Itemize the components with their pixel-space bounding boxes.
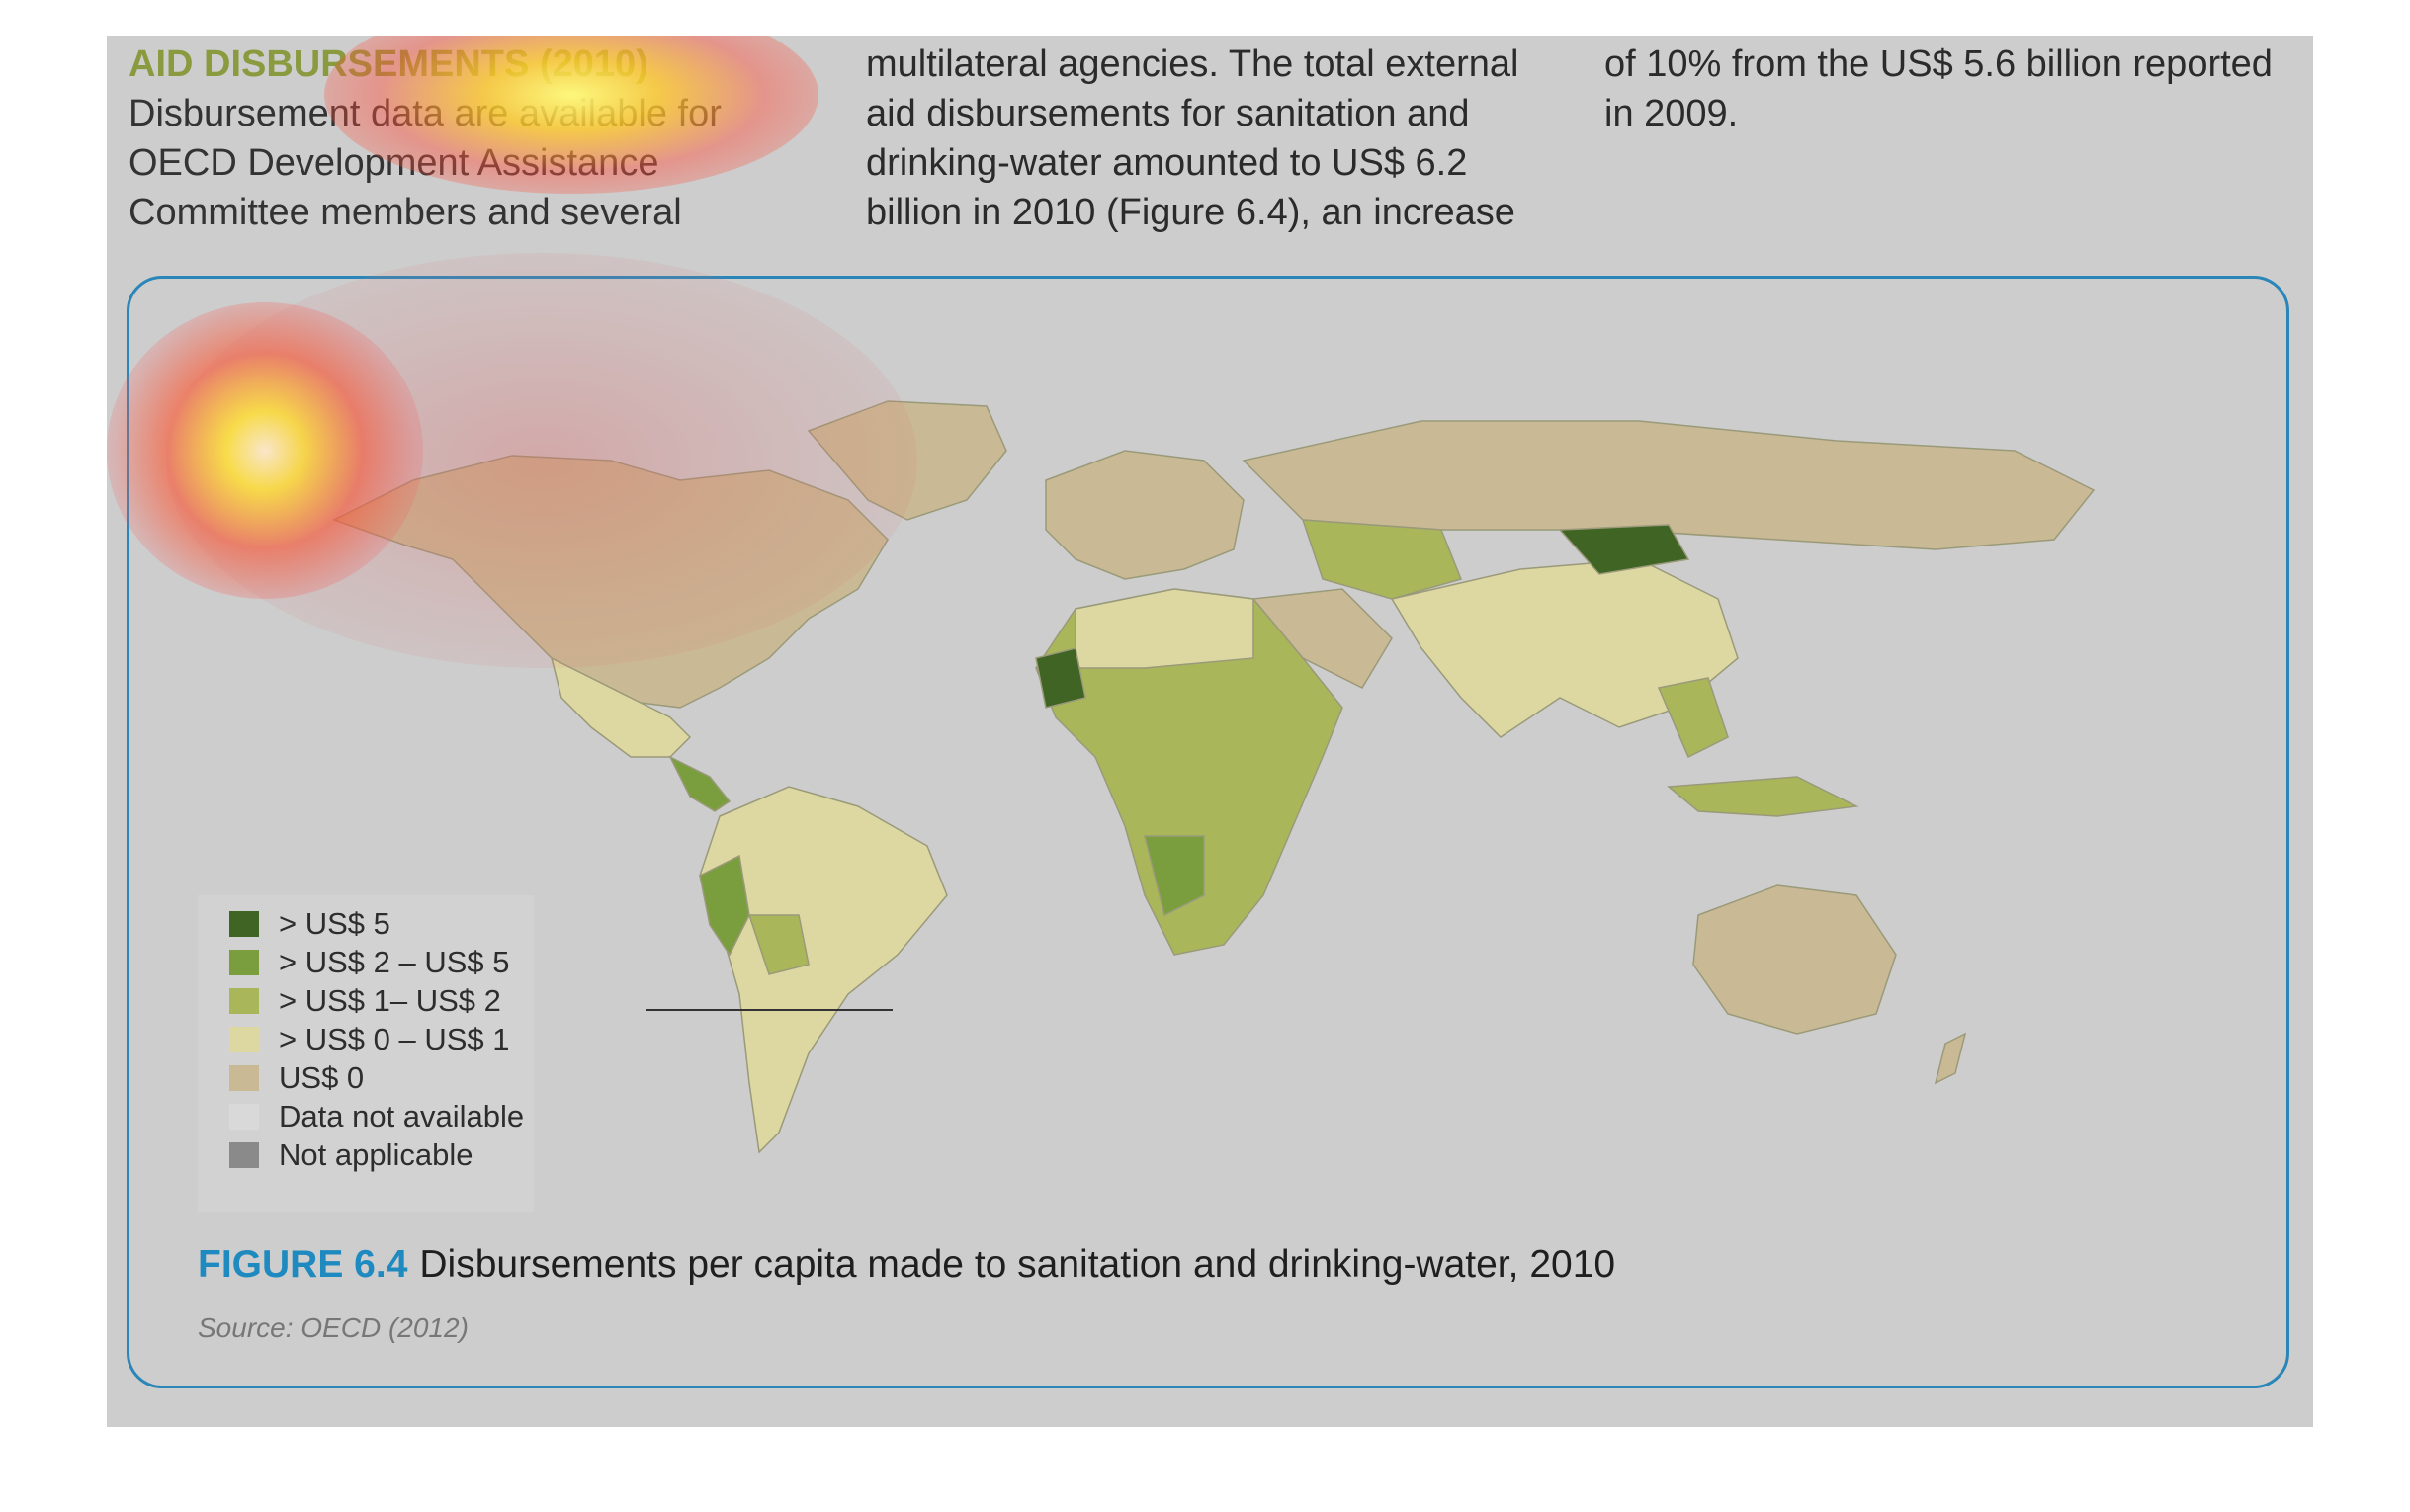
section-heading: AID DISBURSEMENTS (2010)	[129, 43, 648, 85]
legend-label: > US$ 0 – US$ 1	[279, 1022, 510, 1056]
document-page: AID DISBURSEMENTS (2010) Disbursement da…	[107, 36, 2313, 1427]
mongolia-shape	[1558, 524, 1690, 575]
legend-label: Not applicable	[279, 1137, 473, 1172]
north-america-shape	[332, 455, 889, 709]
figure-caption-text: Disbursements per capita made to sanitat…	[419, 1243, 1616, 1286]
figure-caption: FIGURE 6.4 Disbursements per capita made …	[198, 1243, 1615, 1287]
south-america-shape	[699, 786, 948, 1154]
figure-source: Source: OECD (2012)	[198, 1312, 469, 1343]
text-column-1: AID DISBURSEMENTS (2010) Disbursement da…	[129, 40, 761, 237]
legend-swatch	[229, 1027, 259, 1052]
legend-swatch	[229, 1104, 259, 1130]
middle-east-shape	[1251, 588, 1393, 689]
legend-label: > US$ 1– US$ 2	[279, 983, 501, 1018]
legend-item: > US$ 0 – US$ 1	[229, 1022, 510, 1056]
central-america-shape	[668, 755, 732, 812]
legend-swatch	[229, 911, 259, 937]
southern-africa-shape	[1144, 835, 1205, 917]
legend-label: US$ 0	[279, 1060, 365, 1095]
greenland-shape	[807, 400, 1007, 521]
legend-swatch	[229, 1065, 259, 1091]
new-zealand-shape	[1934, 1032, 1967, 1085]
peru-shape	[699, 854, 750, 957]
legend-item: US$ 0	[229, 1060, 365, 1095]
north-africa-shape	[1075, 588, 1254, 669]
legend-item: > US$ 2 – US$ 5	[229, 945, 510, 979]
legend-label: > US$ 2 – US$ 5	[279, 945, 510, 979]
legend-label: Data not available	[279, 1099, 525, 1134]
map-pointer-line	[646, 1009, 893, 1011]
paragraph-part-1: Disbursement data are available for OECD…	[129, 93, 722, 233]
legend-swatch	[229, 1142, 259, 1168]
legend-item: Not applicable	[229, 1137, 473, 1172]
legend-swatch	[229, 950, 259, 975]
figure-box	[127, 276, 2289, 1388]
central-asia-shape	[1301, 519, 1463, 600]
figure-number: FIGURE 6.4	[198, 1243, 408, 1286]
europe-shape	[1045, 450, 1245, 580]
west-africa-shape	[1035, 647, 1086, 709]
legend-item: Data not available	[229, 1099, 525, 1134]
legend-item: > US$ 5	[229, 906, 390, 941]
map-legend: > US$ 5 > US$ 2 – US$ 5 > US$ 1– US$ 2 >…	[198, 895, 534, 1212]
legend-label: > US$ 5	[279, 906, 390, 941]
paragraph-part-2: multilateral agencies. The total externa…	[866, 43, 1519, 233]
paragraph-part-3: of 10% from the US$ 5.6 billion reported…	[1604, 43, 2273, 134]
world-map	[332, 400, 2096, 1154]
australia-shape	[1692, 884, 1897, 1035]
southeast-asia-shape	[1657, 677, 1729, 759]
bolivia-shape	[747, 914, 810, 975]
legend-swatch	[229, 988, 259, 1014]
indonesia-shape	[1667, 776, 1859, 817]
legend-item: > US$ 1– US$ 2	[229, 983, 501, 1018]
